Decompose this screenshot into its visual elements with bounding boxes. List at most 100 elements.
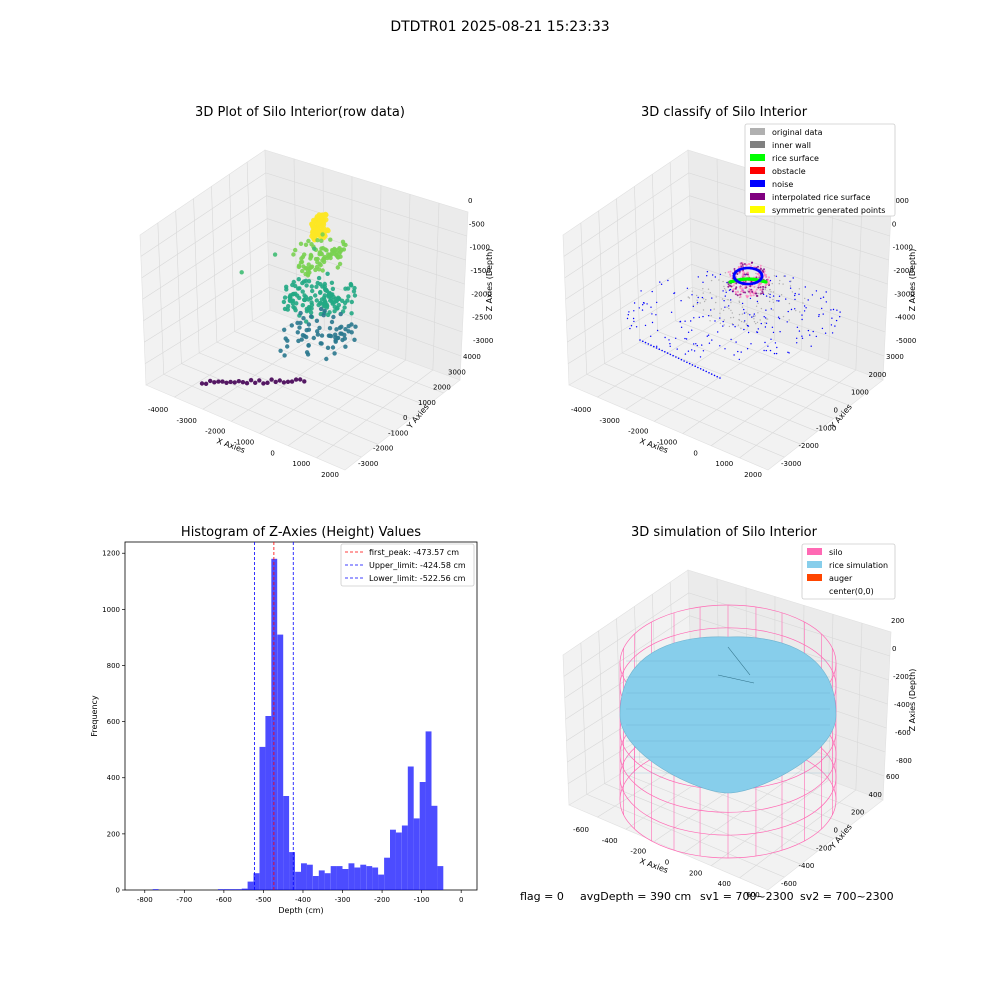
p1-scatter-point <box>244 381 250 386</box>
p4-gridline <box>598 630 605 784</box>
p1-scatter-point <box>313 293 318 298</box>
p3-bar <box>413 818 420 890</box>
p1-scatter-point <box>346 294 351 299</box>
p2-interpolated-point <box>727 271 730 274</box>
p2-noise-point <box>632 317 635 320</box>
p2-original-point <box>710 279 713 282</box>
p2-noise-point <box>719 345 721 347</box>
p2-original-point <box>768 296 771 298</box>
p1-scatter-point <box>329 251 335 256</box>
p2-noise-point <box>628 311 630 313</box>
p2-original-point <box>779 279 781 282</box>
p1-gridline <box>267 241 464 309</box>
p2-legend-box <box>744 123 896 217</box>
p2-original-point <box>753 318 755 320</box>
p2-noise-point <box>693 343 695 345</box>
p2-noise-point <box>741 302 744 305</box>
p2-z-tick: -2000 <box>894 267 914 275</box>
p2-original-point <box>780 294 783 296</box>
p1-gridline <box>265 172 467 237</box>
p2-noise-point <box>691 364 694 366</box>
p1-scatter-point <box>304 309 310 314</box>
panel1-3d-scatter: -4000 -3000 -2000 -1000 0 1000 2000 -3000 -2000 -… <box>139 149 494 479</box>
p3-bar <box>301 863 307 890</box>
p1-scatter-point <box>334 306 340 311</box>
p2-interpolated-point <box>734 292 737 295</box>
p1-gridline <box>316 369 434 459</box>
p2-interpolated-point <box>762 285 765 288</box>
p1-scatter-point <box>300 333 306 338</box>
p4-y-tick: 200 <box>851 809 864 817</box>
p2-gridline <box>739 369 857 459</box>
p2-interpolated-point <box>735 286 738 289</box>
p2-zlabel: Z Axies (Depth) <box>908 249 917 312</box>
p2-noise-point <box>744 320 746 322</box>
p1-scatter-point <box>301 316 306 321</box>
p2-noise-point <box>712 274 714 276</box>
p1-scatter-point <box>316 267 322 272</box>
p3-bar <box>366 866 373 890</box>
p2-interpolated-point <box>739 295 742 298</box>
p2-z-tick: -3000 <box>894 290 914 298</box>
p1-scatter-point <box>302 297 307 303</box>
p2-noise-point <box>769 349 772 352</box>
p2-interpolated-point <box>746 273 749 276</box>
p1-scatter-point <box>309 284 314 289</box>
p2-original-point <box>772 301 775 303</box>
p2-noise-point <box>807 329 810 332</box>
p2-interpolated-point <box>732 284 735 287</box>
p1-scatter-point <box>321 313 326 318</box>
p2-interpolated-point <box>761 292 764 295</box>
p2-original-point <box>738 313 741 316</box>
p1-scatter-point <box>314 298 319 303</box>
p2-y-tick: 0 <box>834 407 838 415</box>
p2-gridline <box>690 218 888 285</box>
p2-original-point <box>740 320 743 323</box>
p2-interpolated-point <box>727 285 730 288</box>
panel3-histogram: -800 -700 -600 -500 -400 -300 -200 -100 0 0 200 400… <box>90 541 478 915</box>
p1-scatter-point <box>306 327 312 332</box>
p1-scatter-point <box>285 379 291 384</box>
p1-scatter-point <box>337 251 342 256</box>
p2-gridline <box>691 264 886 333</box>
p1-scatter-point <box>224 380 229 385</box>
p4-gridline <box>616 618 623 773</box>
p2-noise-point <box>839 316 841 318</box>
p2-noise-point <box>737 350 739 353</box>
p2-noise-point <box>696 344 698 347</box>
p2-original-point <box>723 319 725 321</box>
p1-scatter-point <box>296 338 301 344</box>
p2-noise-point <box>796 342 798 344</box>
p2-original-point <box>722 280 724 283</box>
p2-original-point <box>731 312 733 314</box>
p2-interpolated-point <box>763 268 765 271</box>
p2-noise-point <box>656 329 659 332</box>
p2-original-point <box>725 289 727 291</box>
p2-noise-point <box>757 328 759 330</box>
p3-legend-label: first_peak: -473.57 cm <box>369 548 459 557</box>
p3-xtick-label: -800 <box>137 896 153 904</box>
p1-scatter-point <box>319 333 325 338</box>
p1-scatter-point <box>308 254 313 260</box>
p2-original-point <box>721 298 724 300</box>
p1-scatter-point <box>293 308 298 313</box>
p2-original-point <box>732 316 735 319</box>
p3-bar <box>235 889 242 890</box>
p4-gridline <box>739 789 857 879</box>
p2-noise-point <box>821 307 823 310</box>
p4-legend-swatch <box>807 548 822 555</box>
p2-interpolated-point <box>759 283 762 286</box>
p2-noise-point <box>725 291 727 293</box>
p1-scatter-point <box>297 325 302 330</box>
p2-noise-point <box>664 336 666 339</box>
p4-x-tick: 0 <box>665 859 669 867</box>
p2-original-point <box>727 299 729 301</box>
p2-noise-point <box>683 360 685 362</box>
p2-noise-point <box>701 296 704 299</box>
p1-y-tick: -3000 <box>358 460 378 468</box>
p4-gridline <box>564 615 690 699</box>
p2-noise-point <box>630 325 633 327</box>
p2-noise-point <box>687 331 690 333</box>
p2-legend-swatch <box>750 167 765 174</box>
p2-interpolated-point <box>750 264 753 267</box>
